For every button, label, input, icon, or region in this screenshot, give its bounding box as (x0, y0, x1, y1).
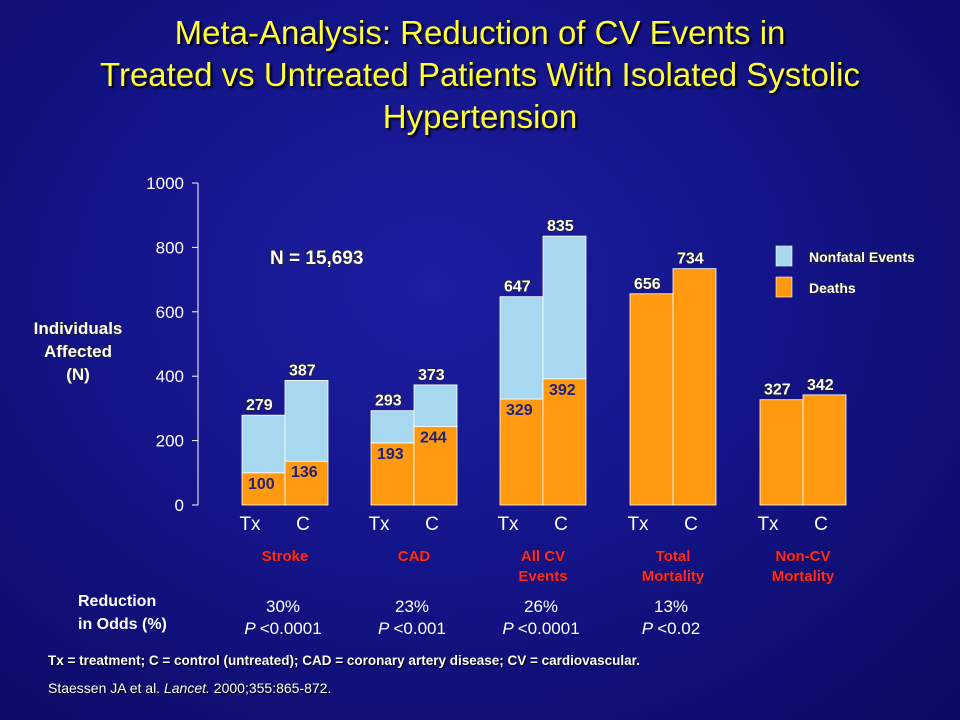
bar-deaths-label: 329 (506, 402, 533, 419)
bar-deaths (629, 293, 674, 506)
bar-deaths-label: 392 (549, 382, 576, 399)
bar-deaths (542, 378, 587, 506)
bar-nonfatal (284, 379, 329, 462)
reduction-label: Reduction (78, 593, 156, 610)
bar-deaths (284, 460, 329, 506)
bar-total-label: 342 (807, 377, 834, 394)
x-tick-label: Tx (368, 514, 390, 535)
y-tick-label: 0 (175, 496, 184, 515)
bar-nonfatal (413, 384, 458, 427)
slide-title: Meta-Analysis: Reduction of CV Events in… (20, 12, 940, 138)
bar-total-label: 835 (547, 218, 574, 235)
legend-swatch (775, 276, 793, 298)
reduction-label: in Odds (%) (78, 616, 167, 633)
p-value: P <0.02 (642, 619, 700, 638)
category-label: Mortality (772, 568, 835, 585)
bar-nonfatal (241, 414, 286, 474)
bar-total-label: 293 (375, 393, 402, 410)
bar-total-label: 327 (764, 382, 791, 399)
title-line-3: Hypertension (382, 98, 578, 135)
title-line-1: Meta-Analysis: Reduction of CV Events in (174, 14, 786, 51)
legend-swatch (775, 245, 793, 267)
category-label: All CV (521, 548, 565, 565)
y-axis-label: Affected (44, 342, 112, 361)
category-label: Events (518, 568, 567, 585)
y-axis-label: (N) (66, 365, 90, 384)
x-tick-label: C (554, 514, 568, 535)
x-tick-label: Tx (239, 514, 261, 535)
y-tick-label: 200 (156, 432, 184, 451)
p-value: P <0.0001 (502, 619, 579, 638)
reduction-value: 13% (654, 597, 688, 616)
y-tick-label: 600 (156, 303, 184, 322)
category-label: CAD (398, 548, 431, 565)
bar-deaths (241, 472, 286, 506)
bar-deaths (672, 268, 717, 506)
bar-nonfatal (542, 235, 587, 380)
n-label: N = 15,693 (270, 248, 364, 269)
category-label: Mortality (642, 568, 705, 585)
bar-total-label: 734 (677, 251, 704, 268)
bar-deaths (499, 398, 544, 506)
bar-deaths-label: 100 (248, 476, 275, 493)
p-value: P <0.0001 (244, 619, 321, 638)
bar-nonfatal (370, 410, 415, 444)
category-label: Non-CV (776, 548, 831, 565)
bar-deaths (759, 399, 804, 506)
bar-deaths (370, 442, 415, 506)
y-axis-label: Individuals (34, 319, 123, 338)
footnote: Tx = treatment; C = control (untreated);… (48, 653, 640, 668)
reduction-value: 26% (524, 597, 558, 616)
p-value: P <0.001 (378, 619, 446, 638)
bar-deaths (413, 426, 458, 506)
bar-deaths (802, 394, 847, 506)
bar-nonfatal (499, 296, 544, 400)
legend-label: Nonfatal Events (809, 249, 915, 265)
bar-deaths-label: 244 (420, 429, 447, 446)
y-tick-label: 400 (156, 367, 184, 386)
bar-deaths-label: 136 (291, 464, 318, 481)
bar-total-label: 373 (418, 367, 445, 384)
bar-total-label: 656 (634, 276, 661, 293)
bar-total-label: 647 (504, 279, 531, 296)
bar-total-label: 387 (289, 362, 316, 379)
x-tick-label: Tx (497, 514, 519, 535)
title-line-2: Treated vs Untreated Patients With Isola… (100, 56, 860, 93)
x-tick-label: C (684, 514, 698, 535)
reduction-value: 23% (395, 597, 429, 616)
citation: Staessen JA et al. Lancet. 2000;355:865-… (48, 680, 331, 696)
reduction-value: 30% (266, 597, 300, 616)
bar-deaths-label: 193 (377, 446, 404, 463)
x-tick-label: Tx (757, 514, 779, 535)
x-tick-label: Tx (627, 514, 649, 535)
citation-details: 2000;355:865-872. (213, 680, 332, 696)
category-label: Total (656, 548, 691, 565)
x-tick-label: C (296, 514, 310, 535)
y-tick-label: 800 (156, 238, 184, 257)
legend-label: Deaths (809, 280, 856, 296)
citation-journal: Lancet. (163, 680, 210, 696)
category-label: Stroke (262, 548, 309, 565)
citation-authors: Staessen JA et al. (48, 680, 161, 696)
x-tick-label: C (814, 514, 828, 535)
bar-total-label: 279 (246, 397, 273, 414)
y-tick-label: 1000 (146, 174, 184, 193)
x-tick-label: C (425, 514, 439, 535)
